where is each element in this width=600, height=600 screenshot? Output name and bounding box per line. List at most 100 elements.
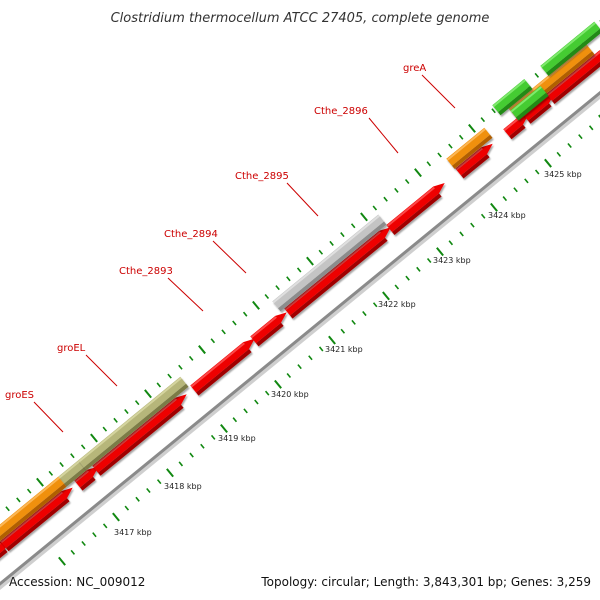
outer-tick bbox=[80, 444, 86, 450]
outer-tick bbox=[210, 338, 216, 344]
outer-tick bbox=[426, 161, 432, 167]
inner-tick bbox=[166, 468, 174, 478]
cds-arrow-9-side bbox=[461, 154, 490, 179]
cds-arrow-7-highlight bbox=[284, 231, 381, 311]
outer-tick bbox=[404, 178, 410, 185]
gene-groEL-face bbox=[78, 376, 186, 468]
outer-tick bbox=[16, 497, 21, 503]
inner-tick bbox=[416, 266, 421, 272]
cds-arrow-2-highlight bbox=[0, 491, 63, 544]
inner-tick bbox=[308, 355, 313, 361]
gene-cthe-2895-side bbox=[278, 221, 387, 312]
outer-tick bbox=[275, 285, 280, 291]
outer-tick bbox=[134, 400, 140, 406]
outer-tick bbox=[90, 433, 98, 443]
feature-green-3-highlight bbox=[540, 22, 596, 68]
cds-arrow-5 bbox=[190, 338, 255, 396]
outer-tick bbox=[221, 329, 226, 335]
outer-tick bbox=[296, 267, 302, 273]
cds-arrow-8-face bbox=[386, 183, 445, 232]
callout-cthe-2895 bbox=[286, 182, 319, 217]
feature-orange-greA-side bbox=[452, 134, 493, 169]
inner-tick bbox=[102, 523, 108, 529]
gene-groEL-side bbox=[84, 383, 189, 471]
gene-label-callouts bbox=[33, 74, 456, 433]
inner-tick bbox=[524, 178, 529, 184]
outer-tick bbox=[448, 143, 453, 149]
outer-tick bbox=[383, 196, 388, 202]
cds-arrow-10-face bbox=[503, 114, 529, 137]
outer-tick-marks bbox=[5, 20, 600, 512]
cds-arrow-9-highlight bbox=[455, 147, 483, 171]
outer-tick bbox=[178, 364, 183, 370]
inner-tick bbox=[436, 247, 444, 257]
outer-tick bbox=[102, 426, 108, 432]
outer-tick bbox=[232, 320, 237, 326]
feature-orange-greA-face bbox=[446, 127, 490, 166]
outer-tick bbox=[198, 345, 206, 355]
gene-label-cthe-2894: Cthe_2894 bbox=[164, 229, 218, 240]
feature-green-1-highlight bbox=[492, 79, 526, 108]
outer-tick bbox=[350, 223, 356, 229]
feature-green-1-side bbox=[498, 85, 533, 116]
feature-green-2-highlight bbox=[510, 86, 542, 113]
inner-tick bbox=[243, 408, 248, 414]
outer-tick bbox=[534, 72, 540, 78]
outer-tick bbox=[242, 311, 248, 317]
inner-tick bbox=[588, 125, 594, 131]
feature-orange-greA-highlight bbox=[446, 128, 486, 161]
outer-tick bbox=[372, 205, 378, 211]
feature-orange-1 bbox=[0, 476, 67, 542]
cds-arrow-4-face bbox=[92, 394, 187, 473]
inner-tick bbox=[297, 364, 302, 370]
outer-tick bbox=[340, 232, 345, 238]
cds-arrow-3 bbox=[74, 466, 99, 491]
inner-tick bbox=[92, 532, 97, 538]
cds-arrow-12-side bbox=[552, 61, 600, 104]
inner-tick bbox=[264, 390, 270, 396]
outer-tick bbox=[306, 256, 314, 266]
inner-tick bbox=[544, 158, 552, 168]
inner-tick bbox=[351, 319, 356, 325]
feature-green-3-face bbox=[540, 21, 600, 73]
cds-arrow-11-face bbox=[522, 92, 555, 121]
cds-arrow-6-side bbox=[256, 322, 284, 347]
cds-arrow-11-side bbox=[528, 103, 552, 124]
feature-green-2-face bbox=[510, 85, 546, 118]
cds-arrow-12 bbox=[546, 50, 600, 104]
feature-green-1-face bbox=[492, 79, 530, 113]
gene-label-cthe-2895: Cthe_2895 bbox=[235, 171, 289, 182]
inner-tick bbox=[146, 487, 151, 493]
feature-orange-1-face bbox=[0, 476, 64, 537]
feature-green-2-side bbox=[516, 92, 549, 121]
outer-tick bbox=[26, 488, 32, 494]
inner-tick bbox=[58, 556, 66, 566]
gene-cthe-2895-face bbox=[272, 214, 384, 309]
inner-tick bbox=[448, 240, 454, 246]
gene-groES-face bbox=[58, 460, 84, 484]
outer-tick bbox=[167, 373, 172, 379]
outer-tick bbox=[264, 293, 270, 300]
genome-backbone bbox=[0, 90, 600, 586]
callout-cthe-2896 bbox=[368, 117, 399, 154]
inner-tick bbox=[470, 222, 475, 228]
cds-arrow-9-face bbox=[455, 143, 493, 176]
inner-tick bbox=[178, 461, 184, 467]
cds-arrow-10-highlight bbox=[503, 118, 519, 132]
inner-tick-marks bbox=[58, 114, 600, 566]
inner-tick bbox=[318, 346, 324, 352]
inner-tick bbox=[567, 142, 572, 149]
gene-groES-side bbox=[64, 467, 87, 487]
outer-tick bbox=[70, 453, 75, 459]
cds-arrow-5-face bbox=[190, 338, 255, 393]
cds-arrow-6-face bbox=[250, 312, 287, 344]
inner-tick bbox=[362, 311, 367, 317]
cds-arrow-7-face bbox=[284, 227, 391, 316]
gene-groEL bbox=[78, 376, 189, 471]
inner-tick bbox=[328, 335, 336, 345]
inner-tick bbox=[70, 549, 76, 555]
scale-label-3423: 3423 kbp bbox=[433, 256, 471, 265]
outer-tick bbox=[458, 134, 464, 140]
cds-arrow-3-face bbox=[74, 466, 99, 488]
feature-green-3 bbox=[540, 21, 600, 76]
